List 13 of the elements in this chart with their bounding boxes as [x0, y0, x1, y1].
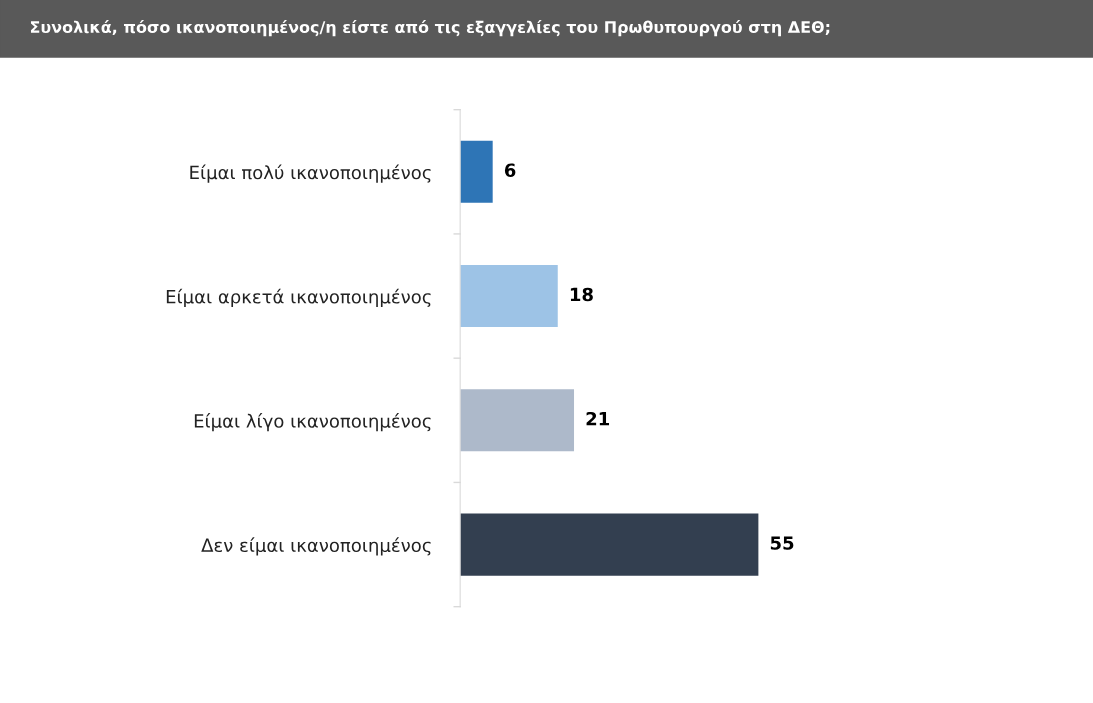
bar — [460, 140, 493, 203]
data-label: 21 — [586, 411, 610, 426]
bar — [460, 389, 575, 452]
bar — [460, 264, 558, 328]
y-tick-label: Είμαι αρκετά ικανοποιημένος — [166, 288, 431, 308]
data-label: 6 — [504, 163, 516, 178]
data-label: 18 — [570, 287, 593, 302]
y-tick-label: Είμαι λίγο ικανοποιημένος — [194, 413, 431, 432]
bar — [460, 513, 759, 576]
data-label: 55 — [770, 536, 794, 550]
y-tick-label: Δεν είμαι ικανοποιημένος — [201, 537, 431, 556]
y-tick-label: Είμαι πολύ ικανοποιημένος — [190, 164, 431, 183]
chart-title: Συνολικά, πόσο ικανοποιημένος/η είστε από τις εξαγγελίες του Πρωθυπουργού στη ΔΕΘ; — [30, 20, 830, 37]
